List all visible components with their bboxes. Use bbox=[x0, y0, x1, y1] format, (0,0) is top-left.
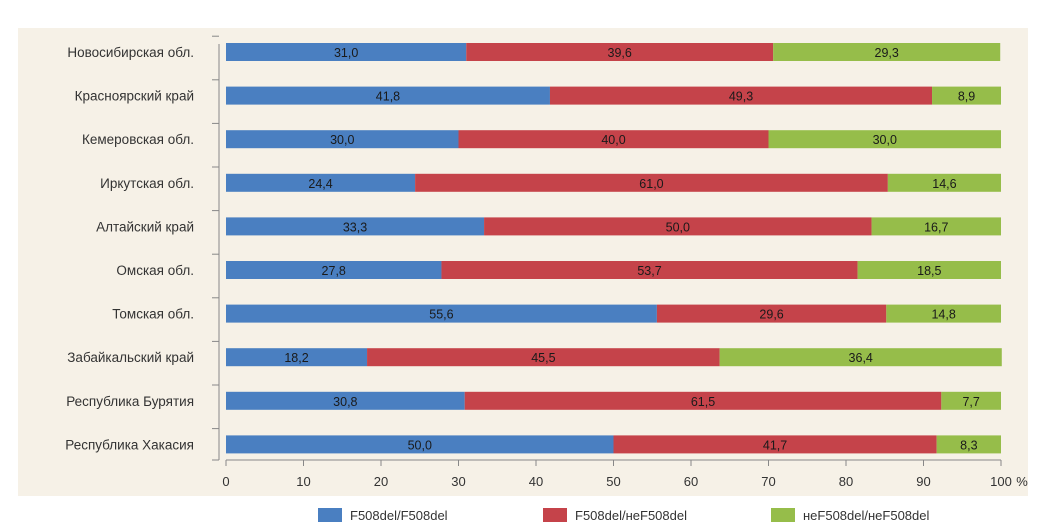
data-label: 14,6 bbox=[932, 177, 956, 191]
x-tick-label: 40 bbox=[529, 474, 543, 489]
data-label: 36,4 bbox=[849, 351, 873, 365]
x-tick-label: 100 bbox=[990, 474, 1012, 489]
bar-segment bbox=[932, 86, 1001, 105]
legend-swatch bbox=[543, 508, 567, 522]
bar-segment bbox=[226, 217, 485, 236]
data-label: 61,5 bbox=[691, 395, 715, 409]
data-label: 41,8 bbox=[376, 90, 400, 104]
bar-segment bbox=[871, 217, 1001, 236]
bar-segment bbox=[887, 173, 1001, 192]
data-label: 8,9 bbox=[958, 90, 975, 104]
x-tick-label: 90 bbox=[916, 474, 930, 489]
data-label: 49,3 bbox=[729, 90, 753, 104]
bar-segment bbox=[226, 173, 416, 192]
bar-segment bbox=[441, 261, 858, 279]
bar-segment bbox=[484, 217, 872, 236]
bar-segment bbox=[226, 304, 657, 323]
data-label: 7,7 bbox=[962, 395, 979, 409]
data-label: 29,6 bbox=[759, 308, 783, 322]
category-label: Забайкальский край bbox=[67, 350, 194, 365]
bar-segment bbox=[226, 435, 614, 454]
category-label: Томская обл. bbox=[112, 307, 194, 322]
category-label: Красноярский край bbox=[75, 89, 194, 104]
legend-label: неF508del/неF508del bbox=[803, 507, 930, 523]
x-tick-label: 70 bbox=[761, 474, 775, 489]
bar-segment bbox=[226, 43, 467, 61]
category-label: Иркутская обл. bbox=[100, 176, 194, 191]
x-tick-label: 30 bbox=[451, 474, 465, 489]
data-label: 41,7 bbox=[763, 438, 787, 452]
legend-label: F508del/неF508del bbox=[575, 507, 687, 523]
data-label: 33,3 bbox=[343, 220, 367, 234]
bar-segment bbox=[415, 173, 888, 192]
bar-segment bbox=[226, 348, 368, 367]
data-label: 40,0 bbox=[601, 133, 625, 147]
bar-segment bbox=[367, 348, 720, 367]
data-label: 45,5 bbox=[531, 351, 555, 365]
bar-segment bbox=[226, 130, 459, 149]
data-label: 18,5 bbox=[917, 264, 941, 278]
legend-item: F508del/неF508del bbox=[543, 506, 687, 524]
data-label: 30,8 bbox=[333, 395, 357, 409]
data-label: 30,0 bbox=[330, 133, 354, 147]
data-label: 16,7 bbox=[924, 220, 948, 234]
data-label: 61,0 bbox=[639, 177, 663, 191]
category-label: Новосибирская обл. bbox=[67, 45, 194, 60]
x-tick-label: 20 bbox=[374, 474, 388, 489]
data-label: 55,6 bbox=[429, 308, 453, 322]
bar-segment bbox=[613, 435, 937, 454]
bar-segment bbox=[941, 391, 1001, 410]
bar-segment bbox=[936, 435, 1001, 454]
bar-segment bbox=[226, 261, 442, 279]
data-label: 30,0 bbox=[873, 133, 897, 147]
data-label: 29,3 bbox=[875, 46, 899, 60]
bar-segment bbox=[773, 43, 1001, 61]
data-label: 14,8 bbox=[931, 308, 955, 322]
x-tick-label: 80 bbox=[839, 474, 853, 489]
data-label: 50,0 bbox=[666, 220, 690, 234]
category-label: Кемеровская обл. bbox=[82, 132, 194, 147]
data-label: 50,0 bbox=[408, 438, 432, 452]
bar-segment bbox=[656, 304, 887, 323]
legend-item: неF508del/неF508del bbox=[771, 506, 929, 524]
category-label: Омская обл. bbox=[116, 263, 194, 278]
bar-segment bbox=[857, 261, 1001, 279]
bar-segment bbox=[886, 304, 1001, 323]
data-label: 24,4 bbox=[308, 177, 332, 191]
x-tick-label: 50 bbox=[606, 474, 620, 489]
x-tick-label: 10 bbox=[296, 474, 310, 489]
bar-segment bbox=[768, 130, 1001, 149]
legend: F508del/F508del F508del/неF508del неF508de… bbox=[0, 506, 1045, 526]
data-label: 39,6 bbox=[608, 46, 632, 60]
x-tick-label: 60 bbox=[684, 474, 698, 489]
x-unit-label: % bbox=[1016, 474, 1028, 489]
bar-segment bbox=[549, 86, 933, 105]
bar-segment bbox=[458, 130, 769, 149]
data-label: 53,7 bbox=[637, 264, 661, 278]
stacked-bar-chart: Новосибирская обл. 31,0 39,6 29,3 Красноярск… bbox=[65, 35, 1028, 489]
legend-swatch bbox=[318, 508, 342, 522]
data-label: 8,3 bbox=[960, 438, 977, 452]
category-label: Республика Бурятия bbox=[66, 394, 194, 409]
bar-segment bbox=[226, 86, 550, 105]
legend-label: F508del/F508del bbox=[350, 507, 448, 523]
bar-segment bbox=[719, 348, 1002, 367]
data-label: 31,0 bbox=[334, 46, 358, 60]
x-tick-label: 0 bbox=[222, 474, 229, 489]
legend-item: F508del/F508del bbox=[318, 506, 448, 524]
data-label: 18,2 bbox=[284, 351, 308, 365]
bar-segment bbox=[466, 43, 774, 61]
legend-swatch bbox=[771, 508, 795, 522]
bar-segment bbox=[464, 391, 942, 410]
bar-segment bbox=[226, 391, 465, 410]
data-label: 27,8 bbox=[322, 264, 346, 278]
category-label: Алтайский край bbox=[96, 219, 194, 234]
category-label: Республика Хакасия bbox=[65, 437, 194, 452]
